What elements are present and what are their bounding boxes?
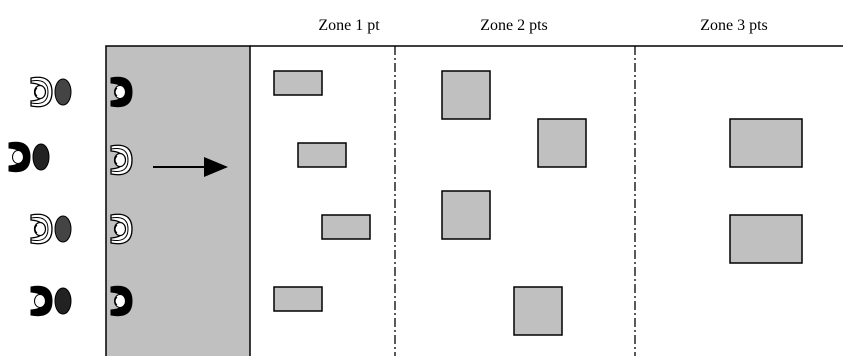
zone-1-target	[273, 70, 323, 96]
player-top-view-icon	[31, 77, 71, 106]
zone-1-label: Zone 1 pt	[318, 17, 380, 34]
player-top-view-icon	[110, 144, 133, 176]
zone-3-label: Zone 3 pts	[700, 17, 768, 34]
player-top-view-icon	[30, 285, 72, 317]
zone-3-target	[729, 118, 803, 168]
zone-1-target	[273, 286, 323, 312]
player-top-view-icon	[110, 285, 133, 317]
player-top-view-icon	[31, 214, 71, 243]
zone-1-target	[321, 214, 371, 240]
zone-3-target	[729, 214, 803, 264]
zone-2-label: Zone 2 pts	[480, 17, 548, 34]
zone-2-target	[441, 190, 491, 240]
player-top-view-icon	[8, 141, 50, 173]
zone-1-target	[297, 142, 347, 168]
zone-2-target	[537, 118, 587, 168]
player-top-view-icon	[110, 213, 133, 245]
player-top-view-icon	[110, 76, 133, 108]
zone-2-target	[441, 70, 491, 120]
zone-2-target	[513, 286, 563, 336]
